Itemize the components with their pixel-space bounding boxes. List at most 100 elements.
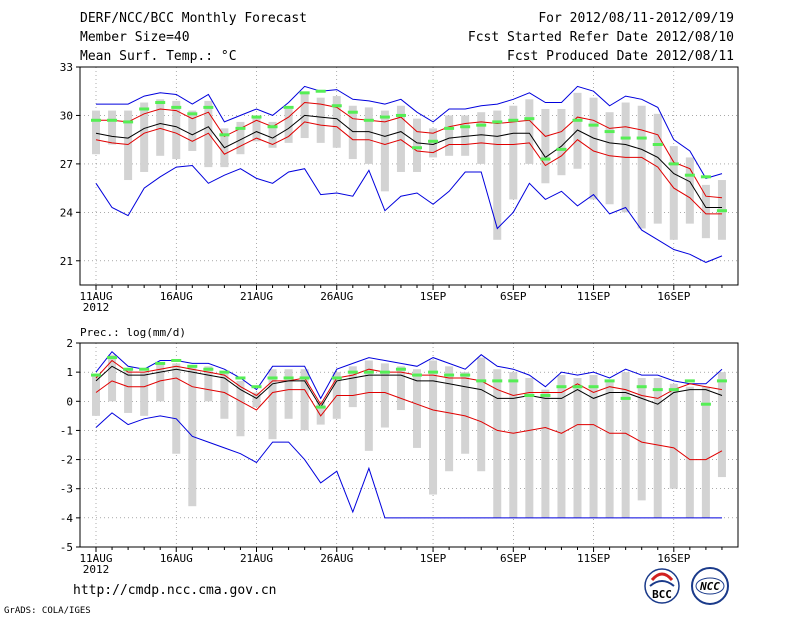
ensemble-bar: [685, 157, 694, 224]
observed-marker: [412, 373, 422, 377]
observed-marker: [331, 104, 342, 108]
observed-marker: [684, 173, 695, 177]
observed-marker: [299, 376, 310, 380]
ensemble-bar: [172, 100, 181, 160]
y-tick-label: 33: [60, 61, 73, 74]
observed-marker: [412, 146, 422, 150]
observed-marker: [508, 379, 519, 383]
ensemble-bar: [525, 99, 534, 164]
source-url[interactable]: http://cmdp.ncc.cma.gov.cn: [73, 583, 277, 598]
ensemble-bar: [685, 386, 694, 518]
observed-marker: [347, 110, 358, 114]
observed-marker: [492, 379, 503, 383]
observed-marker: [187, 112, 198, 116]
ensemble-bar: [380, 363, 389, 428]
observed-marker: [107, 118, 118, 122]
observed-marker: [460, 373, 471, 377]
ensemble-bar: [268, 369, 277, 440]
y-tick-label: 1: [66, 366, 73, 379]
ensemble-bar: [140, 372, 149, 416]
series-line-median: [95, 365, 723, 409]
ensemble-bar: [701, 386, 710, 518]
observed-marker: [668, 388, 679, 392]
observed-marker: [700, 402, 711, 406]
series-line-ensemble_min: [95, 412, 722, 519]
ensemble-bar: [717, 372, 726, 478]
series-line-upper_quartile: [96, 101, 723, 199]
ensemble-bar: [493, 369, 502, 518]
x-tick-label: 16SEP: [657, 290, 690, 303]
forecast-range: For 2012/08/11-2012/09/19: [538, 11, 734, 26]
ensemble-bar: [445, 366, 454, 472]
observed-marker: [123, 367, 134, 371]
ensemble-bar: [124, 110, 133, 181]
observed-marker: [283, 105, 294, 109]
observed-marker: [700, 175, 711, 179]
y-tick-label: 24: [60, 206, 74, 219]
series-line-lower_quartile: [95, 377, 723, 461]
observed-marker: [620, 396, 631, 400]
ensemble-bar: [701, 184, 710, 239]
observed-marker: [492, 120, 503, 124]
ensemble-bar: [268, 121, 277, 148]
observed-marker: [379, 115, 390, 119]
x-tick-label: 21AUG: [240, 552, 273, 565]
y-tick-label: -3: [60, 483, 73, 496]
observed-marker: [636, 136, 647, 140]
observed-marker: [588, 123, 599, 127]
observed-marker: [235, 376, 246, 380]
observed-marker: [315, 405, 326, 409]
observed-marker: [460, 125, 471, 129]
x-tick-label: 11AUG: [79, 552, 112, 565]
y-tick-label: 27: [60, 158, 73, 171]
ensemble-bar: [445, 115, 454, 156]
ensemble-bar: [637, 377, 646, 501]
member-size-label: Member Size=40: [80, 30, 190, 45]
x-tick-label: 21AUG: [240, 290, 273, 303]
panel-precipitation: -5 -4 -3 -2 -1 0 1 2 11AUG 16AUG 21AUG 26AUG 1SEP 6SE…: [60, 326, 739, 576]
ensemble-bar: [509, 105, 518, 200]
observed-marker: [171, 358, 182, 362]
series-line-median: [95, 114, 722, 208]
observed-marker: [251, 385, 262, 389]
ensemble-bar: [589, 375, 598, 518]
ensemble-bar: [413, 369, 421, 448]
ensemble-bar: [621, 372, 630, 518]
ensemble-bar: [220, 372, 229, 419]
observed-marker: [203, 105, 214, 109]
observed-marker: [684, 379, 695, 383]
observed-marker: [556, 147, 567, 151]
observed-marker: [588, 385, 599, 389]
ensemble-bar: [316, 401, 325, 425]
observed-marker: [347, 370, 358, 374]
plot-frame: [79, 66, 739, 286]
observed-marker: [219, 133, 230, 137]
x-tick-label: 1SEP: [420, 290, 447, 303]
ensemble-bar: [573, 377, 582, 518]
observed-marker: [476, 123, 487, 127]
observed-marker: [428, 370, 439, 374]
observed-marker: [235, 126, 246, 130]
observed-marker: [363, 118, 374, 122]
observed-marker: [155, 101, 166, 105]
ensemble-bar: [156, 363, 165, 402]
ensemble-bar: [172, 363, 181, 454]
y-tick-label: 30: [60, 109, 73, 122]
observed-marker: [716, 379, 727, 383]
observed-marker: [540, 393, 551, 397]
ensemble-bar: [525, 377, 534, 518]
observed-marker: [604, 379, 615, 383]
observed-marker: [556, 385, 567, 389]
observed-marker: [620, 136, 631, 140]
ensemble-bar: [396, 105, 405, 172]
ensemble-bar: [493, 110, 502, 240]
observed-marker: [572, 118, 583, 122]
observed-marker: [508, 118, 519, 122]
observed-marker: [444, 126, 455, 130]
ensemble-bar: [477, 112, 486, 164]
y-tick-label: 0: [66, 395, 73, 408]
x-tick-label: 16SEP: [657, 552, 690, 565]
observed-marker: [476, 379, 487, 383]
observed-marker: [524, 393, 535, 397]
ensemble-bar: [188, 110, 197, 151]
